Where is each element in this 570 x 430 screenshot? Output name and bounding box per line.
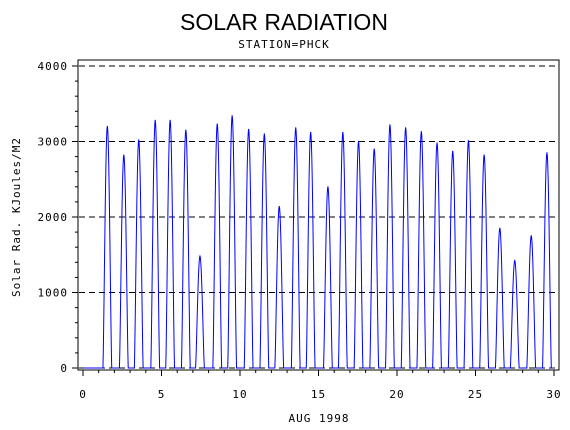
daily-peak-point [327, 186, 329, 188]
daily-peak-point [185, 129, 187, 131]
daily-peak-point [499, 227, 501, 229]
daily-peak-point [216, 123, 218, 125]
daily-peak-point [199, 255, 201, 257]
daily-peak-point [342, 131, 344, 134]
y-axis: 0 1000 2000 3000 4000 [38, 60, 78, 375]
daily-peak-point [436, 142, 438, 144]
daily-peak-point [106, 125, 108, 127]
daily-peak-point [546, 152, 548, 154]
daily-peak-point [154, 119, 156, 121]
daily-peak-point [263, 133, 265, 135]
x-tick-label: 0 [79, 388, 87, 401]
daily-peak-point [373, 148, 375, 150]
y-tick-label: 0 [60, 362, 68, 375]
y-axis-label: Solar Rad. KJoules/M2 [10, 137, 23, 297]
daily-peak-point [452, 150, 454, 152]
daily-peak-point [310, 131, 312, 134]
daily-peak-point [138, 139, 140, 141]
series-line [83, 115, 554, 369]
series-line-layer [83, 115, 554, 369]
chart-title: SOLAR RADIATION [180, 9, 388, 35]
plot-frame [77, 59, 560, 371]
daily-peak-point [514, 260, 516, 262]
x-tick-label: 5 [158, 388, 166, 401]
daily-peak-point [231, 115, 233, 117]
daily-peak-point [389, 124, 391, 126]
daily-peak-point [123, 154, 125, 156]
daily-peak-point [420, 131, 422, 133]
daily-peak-point [295, 127, 297, 129]
y-tick-label: 3000 [38, 136, 69, 149]
daily-peak-point [483, 154, 485, 156]
x-tick-label: 25 [468, 388, 483, 401]
x-axis-label: AUG 1998 [289, 412, 350, 425]
chart-subtitle: STATION=PHCK [238, 38, 329, 51]
x-tick-label: 15 [311, 388, 326, 401]
daily-peak-point [169, 119, 171, 121]
daily-peak-point [357, 140, 360, 143]
daily-peak-point [467, 140, 470, 142]
y-tick-label: 4000 [38, 60, 69, 73]
x-tick-label: 30 [546, 388, 561, 401]
y-tick-label: 2000 [38, 211, 69, 224]
daily-peak-point [405, 127, 407, 129]
x-axis: 0 5 10 15 20 25 30 [79, 370, 561, 401]
x-tick-label: 10 [232, 388, 247, 401]
daily-peak-point [248, 128, 250, 131]
daily-peak-point [278, 205, 280, 208]
y-tick-label: 1000 [38, 287, 69, 300]
daily-peak-point [530, 235, 532, 237]
x-tick-label: 20 [389, 388, 404, 401]
